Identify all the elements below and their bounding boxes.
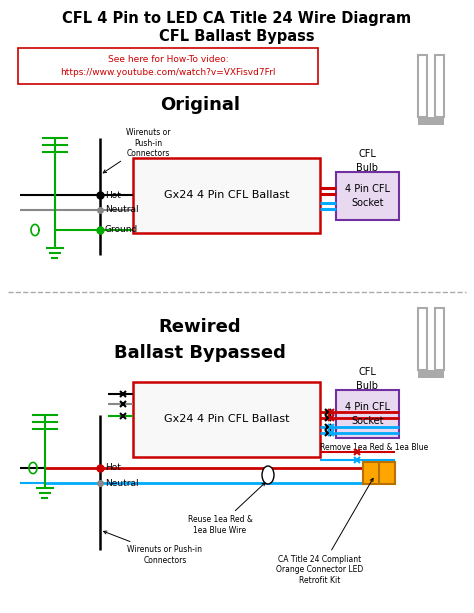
Text: Hot: Hot [105, 191, 121, 199]
Text: CFL 4 Pin to LED CA Title 24 Wire Diagram: CFL 4 Pin to LED CA Title 24 Wire Diagra… [63, 10, 411, 26]
Text: Ground: Ground [105, 226, 138, 235]
Bar [418, 308, 427, 370]
Bar [418, 55, 427, 117]
Text: Neutral: Neutral [105, 205, 138, 215]
Bar [435, 55, 444, 117]
Text: Remove 1ea Red & 1ea Blue: Remove 1ea Red & 1ea Blue [320, 443, 428, 452]
Text: 4 Pin CFL
Socket: 4 Pin CFL Socket [345, 184, 390, 208]
Text: Gx24 4 Pin CFL Ballast: Gx24 4 Pin CFL Ballast [164, 191, 289, 200]
Bar [363, 462, 395, 484]
Text: Rewired
Ballast Bypassed: Rewired Ballast Bypassed [114, 319, 286, 362]
Bar [133, 382, 320, 457]
Text: Original: Original [160, 96, 240, 114]
Text: See here for How-To video:
https://www.youtube.com/watch?v=VXFisvd7FrI: See here for How-To video: https://www.y… [60, 55, 276, 77]
Text: Hot: Hot [105, 463, 121, 473]
Bar [133, 158, 320, 233]
Bar [418, 370, 444, 378]
Bar [435, 308, 444, 370]
Text: CFL
Bulb: CFL Bulb [356, 367, 379, 390]
Text: CFL
Bulb: CFL Bulb [356, 150, 379, 173]
Text: Neutral: Neutral [105, 479, 138, 487]
Text: Reuse 1ea Red &
1ea Blue Wire: Reuse 1ea Red & 1ea Blue Wire [188, 482, 265, 535]
Text: CA Title 24 Compliant
Orange Connector LED
Retrofit Kit: CA Title 24 Compliant Orange Connector L… [276, 478, 373, 585]
Bar [18, 48, 318, 84]
Bar [336, 172, 399, 220]
Bar [336, 390, 399, 438]
Text: CFL Ballast Bypass: CFL Ballast Bypass [159, 28, 315, 44]
Bar [418, 117, 444, 125]
Text: Wirenuts or
Push-in
Connectors: Wirenuts or Push-in Connectors [103, 128, 170, 173]
Ellipse shape [262, 466, 274, 484]
Text: Wirenuts or Push-in
Connectors: Wirenuts or Push-in Connectors [104, 531, 202, 565]
Text: 4 Pin CFL
Socket: 4 Pin CFL Socket [345, 402, 390, 426]
Text: Gx24 4 Pin CFL Ballast: Gx24 4 Pin CFL Ballast [164, 414, 289, 424]
